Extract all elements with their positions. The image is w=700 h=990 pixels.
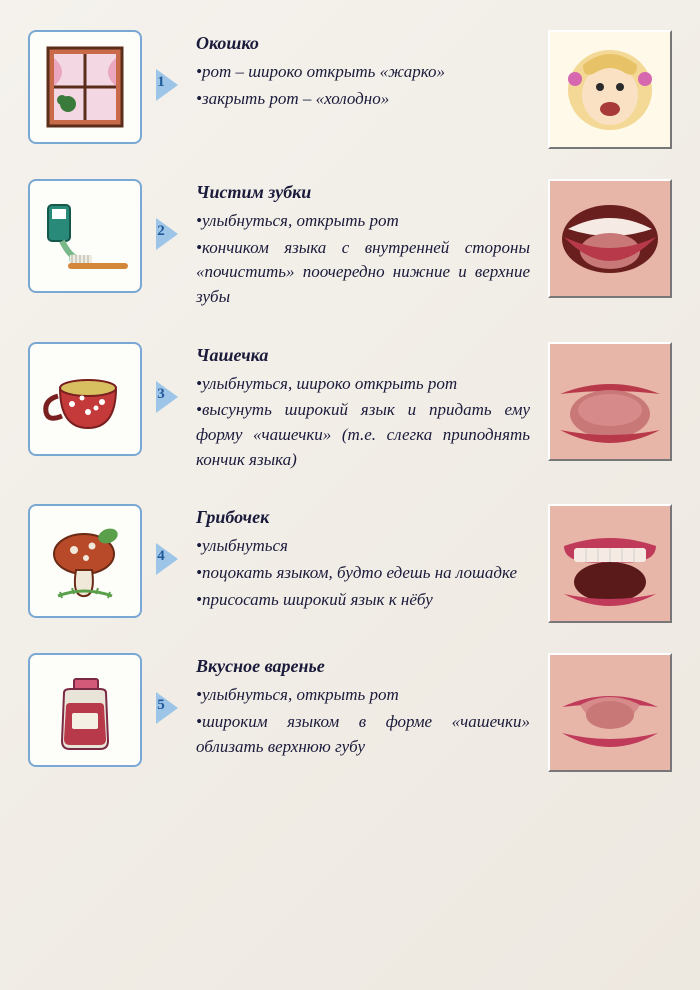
exercise-icon-cup bbox=[28, 342, 142, 456]
page: 1 Окошко •рот – широко открыть «жарко» •… bbox=[0, 0, 700, 792]
exercise-row: 5 Вкусное варенье •улыбнуться, открыть р… bbox=[28, 653, 672, 772]
exercise-bullet: •улыбнуться, открыть рот bbox=[196, 209, 530, 234]
exercise-title: Вкусное варенье bbox=[196, 653, 530, 679]
exercise-bullet: •улыбнуться bbox=[196, 534, 530, 559]
exercise-number: 3 bbox=[150, 386, 172, 403]
exercise-icon-window bbox=[28, 30, 142, 144]
number-arrow: 5 bbox=[152, 653, 178, 763]
exercise-photo-mouth bbox=[548, 342, 672, 461]
exercise-title: Чашечка bbox=[196, 342, 530, 368]
exercise-number: 4 bbox=[150, 548, 172, 565]
number-arrow: 4 bbox=[152, 504, 178, 614]
exercise-text: Окошко •рот – широко открыть «жарко» •за… bbox=[188, 30, 538, 113]
exercise-title: Грибочек bbox=[196, 504, 530, 530]
exercise-title: Чистим зубки bbox=[196, 179, 530, 205]
exercise-photo-mouth bbox=[548, 653, 672, 772]
exercise-text: Грибочек •улыбнуться •поцокать языком, б… bbox=[188, 504, 538, 614]
exercise-text: Вкусное варенье •улыбнуться, открыть рот… bbox=[188, 653, 538, 761]
exercise-bullet: •кончиком языка с внутренней стороны «по… bbox=[196, 236, 530, 310]
exercise-number: 1 bbox=[150, 74, 172, 91]
exercise-bullet: •высунуть широкий язык и придать ему фор… bbox=[196, 398, 530, 472]
exercise-bullet: •присосать широкий язык к нёбу bbox=[196, 588, 530, 613]
exercise-row: 1 Окошко •рот – широко открыть «жарко» •… bbox=[28, 30, 672, 149]
exercise-icon-jam bbox=[28, 653, 142, 767]
exercise-title: Окошко bbox=[196, 30, 530, 56]
number-arrow: 2 bbox=[152, 179, 178, 289]
exercise-photo-girl bbox=[548, 30, 672, 149]
exercise-bullet: •закрыть рот – «холодно» bbox=[196, 87, 530, 112]
exercise-bullet: •широким языком в форме «чашечки» облиза… bbox=[196, 710, 530, 759]
exercise-row: 3 Чашечка •улыбнуться, широко открыть ро… bbox=[28, 342, 672, 475]
exercise-text: Чистим зубки •улыбнуться, открыть рот •к… bbox=[188, 179, 538, 312]
exercise-row: 2 Чистим зубки •улыбнуться, открыть рот … bbox=[28, 179, 672, 312]
number-arrow: 3 bbox=[152, 342, 178, 452]
exercise-bullet: •улыбнуться, широко открыть рот bbox=[196, 372, 530, 397]
exercise-photo-mouth bbox=[548, 504, 672, 623]
number-arrow: 1 bbox=[152, 30, 178, 140]
exercise-row: 4 Грибочек •улыбнуться •поцокать языком,… bbox=[28, 504, 672, 623]
exercise-text: Чашечка •улыбнуться, широко открыть рот … bbox=[188, 342, 538, 475]
exercise-photo-mouth bbox=[548, 179, 672, 298]
exercise-bullet: •рот – широко открыть «жарко» bbox=[196, 60, 530, 85]
exercise-number: 2 bbox=[150, 223, 172, 240]
exercise-icon-toothbrush bbox=[28, 179, 142, 293]
exercise-bullet: •поцокать языком, будто едешь на лошадке bbox=[196, 561, 530, 586]
exercise-bullet: •улыбнуться, открыть рот bbox=[196, 683, 530, 708]
exercise-icon-mushroom bbox=[28, 504, 142, 618]
exercise-number: 5 bbox=[150, 697, 172, 714]
